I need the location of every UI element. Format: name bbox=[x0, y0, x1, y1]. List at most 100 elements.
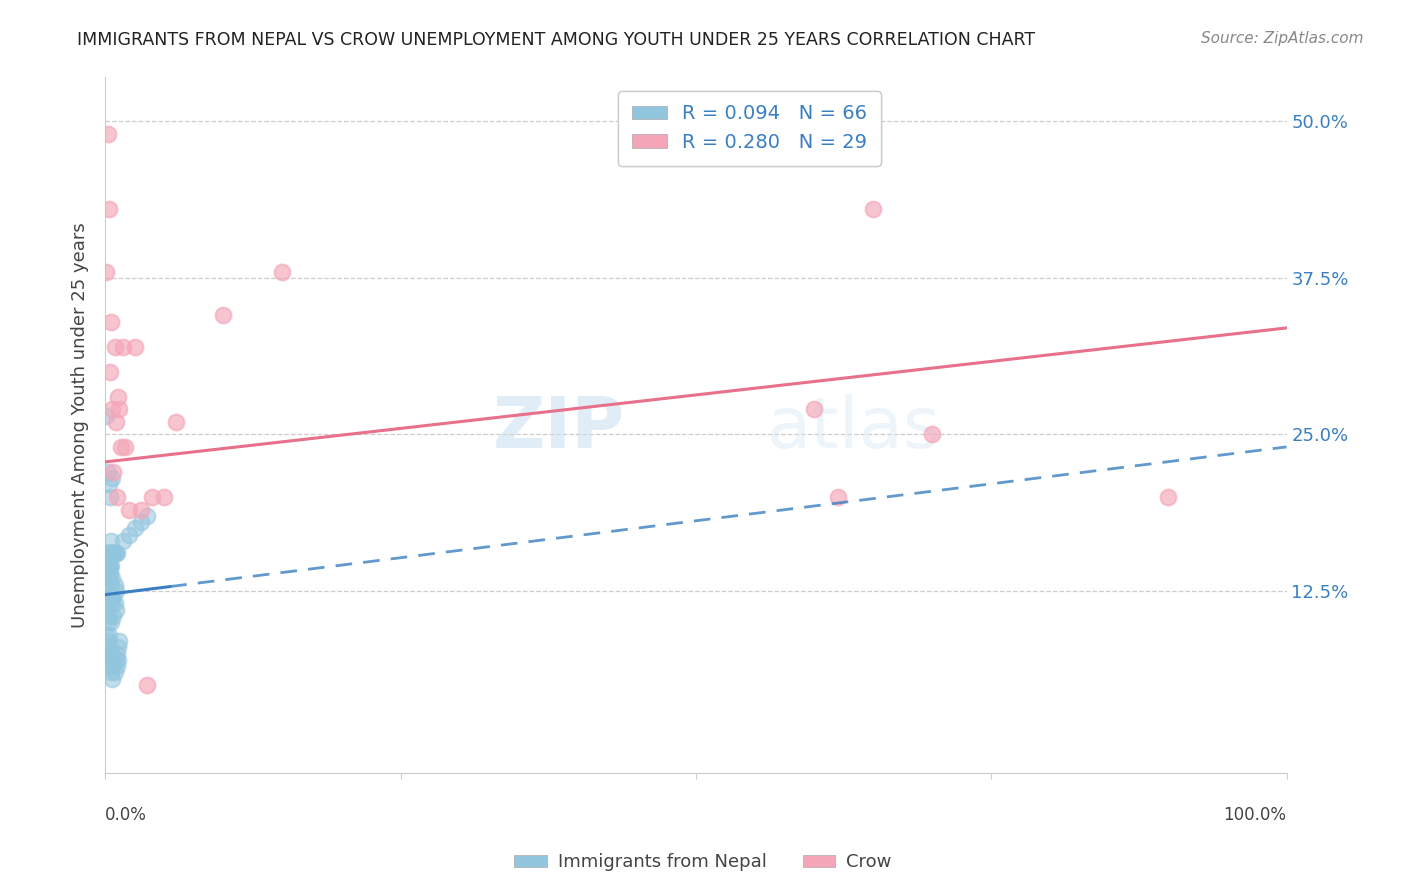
Point bbox=[124, 340, 146, 354]
Point bbox=[104, 583, 127, 598]
Point bbox=[98, 490, 121, 504]
Point bbox=[100, 665, 122, 680]
Point bbox=[862, 202, 884, 216]
Point bbox=[271, 264, 294, 278]
Text: atlas: atlas bbox=[766, 394, 941, 463]
Point bbox=[97, 127, 120, 141]
Point bbox=[103, 659, 125, 673]
Point bbox=[104, 577, 127, 591]
Point bbox=[101, 571, 124, 585]
Point bbox=[97, 577, 120, 591]
Point bbox=[100, 590, 122, 604]
Point bbox=[101, 653, 124, 667]
Point bbox=[96, 640, 118, 655]
Point bbox=[97, 202, 120, 216]
Text: 0.0%: 0.0% bbox=[105, 805, 148, 824]
Point bbox=[101, 672, 124, 686]
Point bbox=[129, 515, 152, 529]
Point bbox=[98, 640, 121, 655]
Point bbox=[104, 597, 127, 611]
Point bbox=[101, 546, 124, 560]
Point bbox=[110, 440, 132, 454]
Point bbox=[104, 415, 127, 429]
Point bbox=[105, 659, 128, 673]
Point bbox=[96, 264, 118, 278]
Text: 100.0%: 100.0% bbox=[1223, 805, 1286, 824]
Point bbox=[97, 558, 120, 573]
Point bbox=[100, 546, 122, 560]
Point bbox=[827, 490, 849, 504]
Point bbox=[96, 603, 118, 617]
Point bbox=[97, 628, 120, 642]
Point bbox=[108, 402, 131, 417]
Point bbox=[98, 365, 121, 379]
Point bbox=[118, 502, 141, 516]
Point bbox=[105, 490, 128, 504]
Point bbox=[97, 653, 120, 667]
Point bbox=[135, 508, 157, 523]
Point bbox=[97, 546, 120, 560]
Point bbox=[97, 634, 120, 648]
Point bbox=[104, 546, 127, 560]
Point bbox=[98, 565, 121, 579]
Point bbox=[100, 615, 122, 630]
Y-axis label: Unemployment Among Youth under 25 years: Unemployment Among Youth under 25 years bbox=[72, 222, 89, 628]
Point bbox=[921, 427, 943, 442]
Point bbox=[105, 546, 128, 560]
Point bbox=[96, 546, 118, 560]
Point bbox=[111, 533, 134, 548]
Text: IMMIGRANTS FROM NEPAL VS CROW UNEMPLOYMENT AMONG YOUTH UNDER 25 YEARS CORRELATIO: IMMIGRANTS FROM NEPAL VS CROW UNEMPLOYME… bbox=[77, 31, 1035, 49]
Point bbox=[135, 678, 157, 692]
Point bbox=[97, 571, 120, 585]
Legend: Immigrants from Nepal, Crow: Immigrants from Nepal, Crow bbox=[508, 847, 898, 879]
Point bbox=[100, 577, 122, 591]
Point bbox=[100, 533, 122, 548]
Point bbox=[105, 647, 128, 661]
Point bbox=[97, 465, 120, 479]
Point bbox=[100, 647, 122, 661]
Point bbox=[101, 471, 124, 485]
Point bbox=[100, 558, 122, 573]
Point bbox=[97, 597, 120, 611]
Point bbox=[101, 402, 124, 417]
Point bbox=[96, 628, 118, 642]
Point bbox=[104, 665, 127, 680]
Point bbox=[107, 390, 129, 404]
Point bbox=[101, 597, 124, 611]
Text: Source: ZipAtlas.com: Source: ZipAtlas.com bbox=[1201, 31, 1364, 46]
Text: ZIP: ZIP bbox=[492, 394, 626, 463]
Point bbox=[98, 558, 121, 573]
Point bbox=[98, 546, 121, 560]
Point bbox=[803, 402, 825, 417]
Point bbox=[129, 502, 152, 516]
Point bbox=[97, 609, 120, 624]
Point bbox=[108, 634, 131, 648]
Point bbox=[98, 659, 121, 673]
Point bbox=[114, 440, 136, 454]
Point bbox=[97, 477, 120, 491]
Point bbox=[98, 590, 121, 604]
Point bbox=[103, 609, 125, 624]
Point bbox=[153, 490, 176, 504]
Point bbox=[141, 490, 163, 504]
Point bbox=[97, 615, 120, 630]
Legend: R = 0.094   N = 66, R = 0.280   N = 29: R = 0.094 N = 66, R = 0.280 N = 29 bbox=[619, 91, 882, 166]
Point bbox=[104, 340, 127, 354]
Point bbox=[104, 653, 127, 667]
Point bbox=[97, 647, 120, 661]
Point bbox=[111, 340, 134, 354]
Point bbox=[104, 546, 127, 560]
Point bbox=[103, 465, 125, 479]
Point bbox=[118, 527, 141, 541]
Point bbox=[212, 309, 235, 323]
Point bbox=[96, 565, 118, 579]
Point bbox=[107, 640, 129, 655]
Point bbox=[124, 521, 146, 535]
Point bbox=[103, 546, 125, 560]
Point bbox=[1157, 490, 1180, 504]
Point bbox=[96, 409, 118, 423]
Point bbox=[165, 415, 187, 429]
Point bbox=[97, 558, 120, 573]
Point bbox=[100, 315, 122, 329]
Point bbox=[103, 590, 125, 604]
